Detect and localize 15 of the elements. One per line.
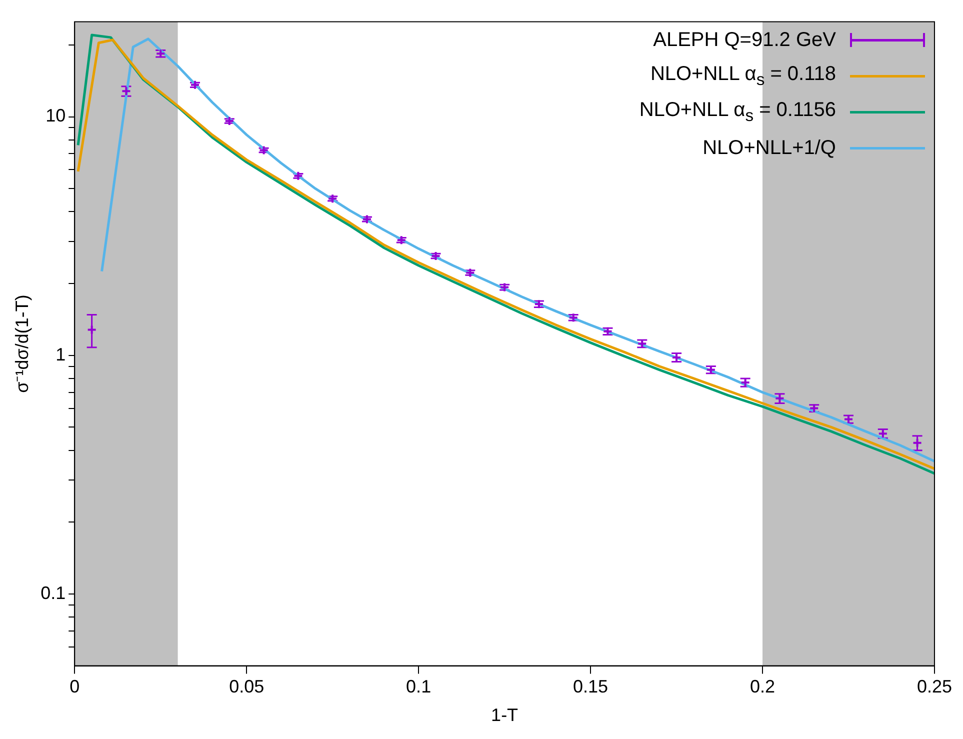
y-tick-label: 10 [46,106,66,126]
y-tick-label: 0.1 [40,582,66,603]
x-tick-label: 0 [70,676,80,697]
x-axis-title: 1-T [491,705,518,726]
legend-label: ALEPH Q=91.2 GeV [653,28,836,52]
legend-label: NLO+NLL α$_{s}$ = 0.1156 [639,98,836,126]
x-tick-label: 0.15 [573,676,608,697]
x-tick-label: 0.25 [916,676,952,697]
x-tick-label: 0.1 [406,676,432,697]
legend-label: NLO+NLL α$_{s}$ = 0.118 [650,62,836,90]
y-tick-label: 1 [56,344,66,364]
y-axis-title: σ⁻¹dσ/d(1-T) [12,294,32,393]
x-tick-label: 0.05 [229,676,264,697]
x-tick-label: 0.2 [750,676,776,697]
legend-label: NLO+NLL+1/Q [702,136,836,160]
